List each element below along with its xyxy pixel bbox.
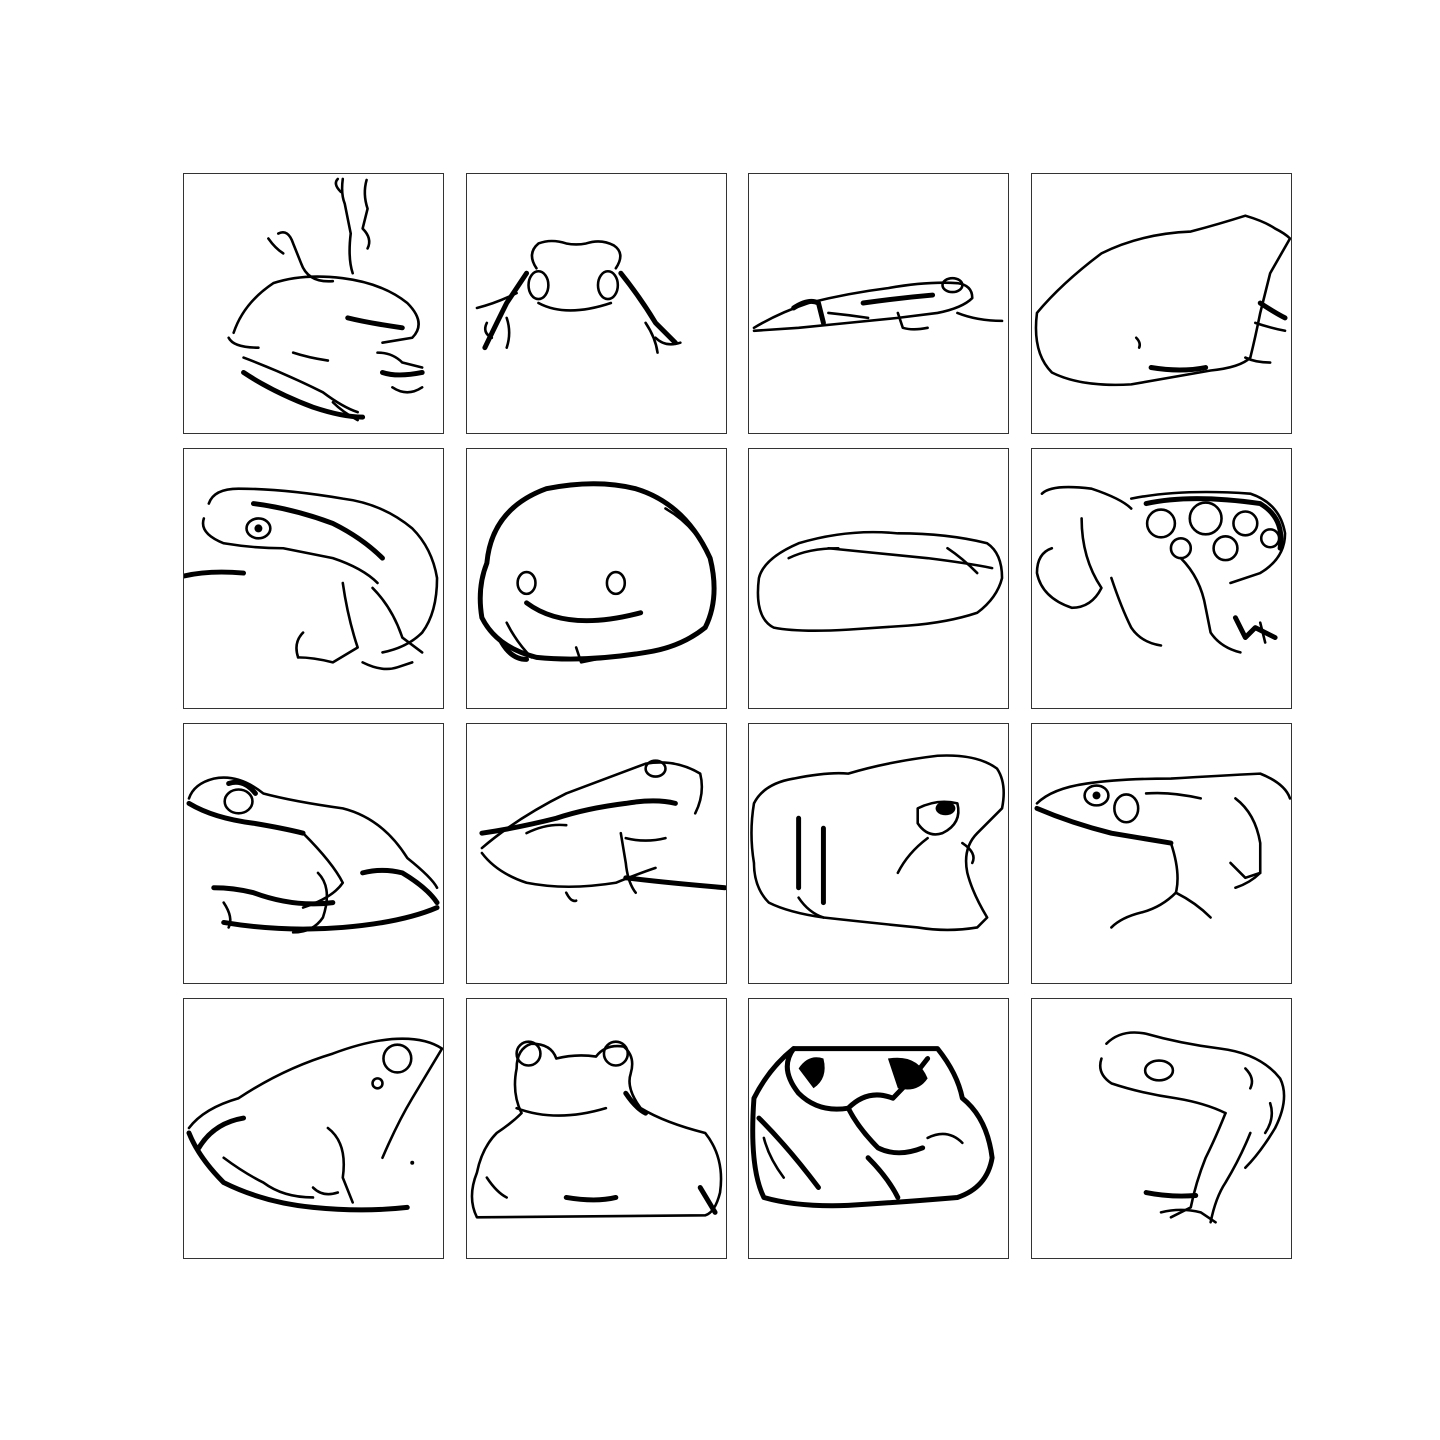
grid-cell-1 xyxy=(183,173,444,434)
frog-side-left-icon xyxy=(186,776,440,934)
frog-crouching-icon xyxy=(479,759,726,903)
frog-flat-body-icon xyxy=(756,530,1004,632)
grid-cell-9 xyxy=(183,723,444,984)
frog-flat-lying-icon xyxy=(752,276,1004,333)
grid-cell-6 xyxy=(466,448,727,709)
grid-cell-14 xyxy=(466,998,727,1259)
grid-cell-5 xyxy=(183,448,444,709)
frog-spotted-icon xyxy=(1035,485,1287,654)
toad-sitting-icon xyxy=(750,754,1005,932)
grid-cell-4 xyxy=(1031,173,1292,434)
frog-front-view-icon xyxy=(475,239,682,354)
grid-cell-15 xyxy=(748,998,1009,1259)
grid-cell-11 xyxy=(748,723,1009,984)
frog-side-striped-icon xyxy=(184,487,439,671)
frog-climbing-icon xyxy=(227,177,425,422)
frog-dark-pattern-icon xyxy=(750,1046,995,1209)
grid-cell-8 xyxy=(1031,448,1292,709)
frog-treefrog-icon xyxy=(1098,1031,1286,1224)
grid-cell-12 xyxy=(1031,723,1292,984)
grid-cell-13 xyxy=(183,998,444,1259)
frog-round-front-icon xyxy=(477,481,717,664)
grid-cell-7 xyxy=(748,448,1009,709)
grid-cell-3 xyxy=(748,173,1009,434)
grid-cell-2 xyxy=(466,173,727,434)
frog-side-left-2-icon xyxy=(1034,772,1291,929)
frog-side-right-icon xyxy=(186,1037,443,1213)
grid-cell-10 xyxy=(466,723,727,984)
frog-sitting-right-icon xyxy=(1034,214,1291,387)
grid-cell-16 xyxy=(1031,998,1292,1259)
frog-front-sitting-icon xyxy=(470,1040,723,1219)
